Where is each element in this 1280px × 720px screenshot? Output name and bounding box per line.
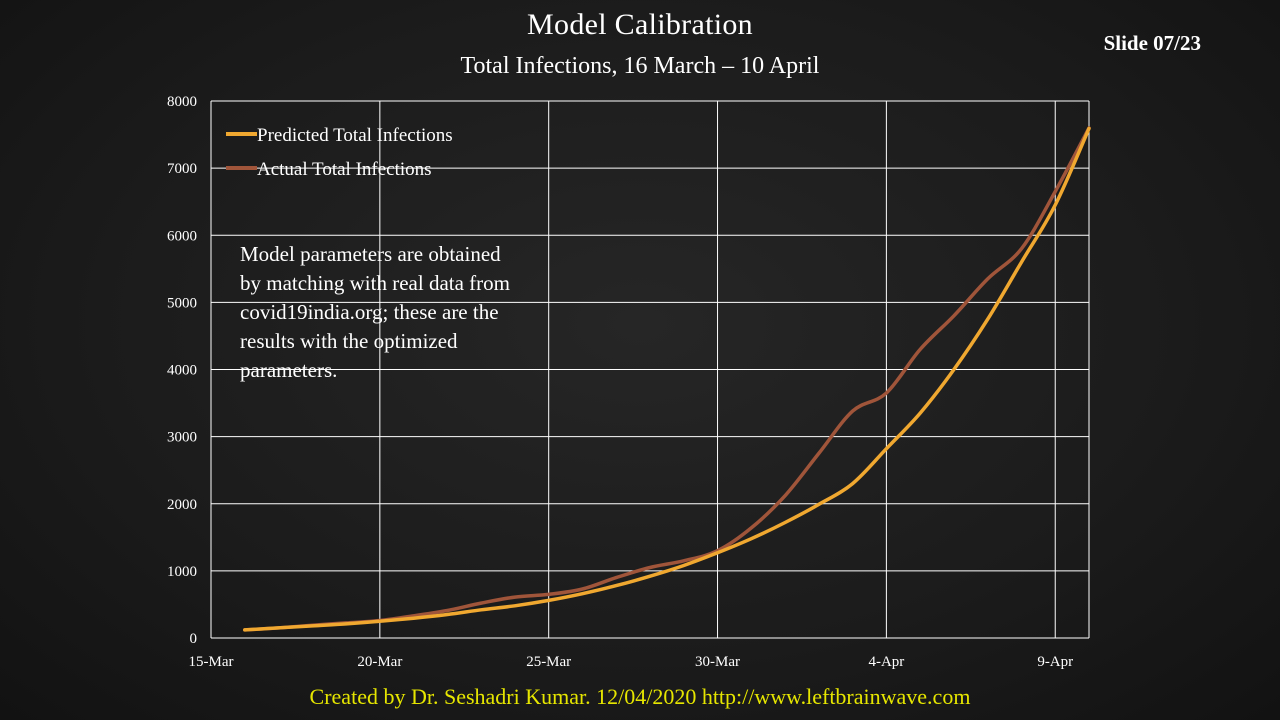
y-tick-label: 0	[190, 631, 198, 647]
chart-grid	[210, 100, 1090, 639]
y-tick-label: 5000	[167, 295, 197, 311]
chart-legend: Predicted Total Infections Actual Total I…	[226, 125, 453, 180]
chart-subtitle: Total Infections, 16 March – 10 April	[460, 53, 820, 79]
chart-title: Model Calibration	[527, 8, 753, 41]
y-tick-label: 8000	[167, 94, 197, 110]
y-tick-label: 7000	[167, 161, 197, 177]
x-tick-label: 30-Mar	[695, 654, 740, 670]
y-tick-label: 3000	[167, 430, 197, 446]
x-tick-label: 20-Mar	[357, 654, 402, 670]
chart-series-group	[243, 126, 1091, 632]
x-tick-label: 15-Mar	[189, 654, 234, 670]
legend-label: Predicted Total Infections	[257, 125, 453, 146]
x-tick-label: 9-Apr	[1037, 654, 1073, 670]
footer-credit: Created by Dr. Seshadri Kumar. 12/04/202…	[309, 684, 971, 709]
x-tick-label: 25-Mar	[526, 654, 571, 670]
series-line-predicted	[243, 126, 1091, 632]
y-tick-label: 1000	[167, 564, 197, 580]
y-tick-label: 4000	[167, 363, 197, 379]
chart-axes: 0 1000 2000 3000 4000 5000 6000 7000 8000 15-Mar 2…	[167, 94, 1073, 670]
slide-number: Slide 07/23	[1103, 31, 1201, 55]
y-tick-label: 2000	[167, 497, 197, 513]
chart-annotation: Model parameters are obtained by matchin…	[240, 242, 510, 382]
y-tick-label: 6000	[167, 228, 197, 244]
legend-label: Actual Total Infections	[257, 159, 432, 180]
x-tick-label: 4-Apr	[868, 654, 904, 670]
